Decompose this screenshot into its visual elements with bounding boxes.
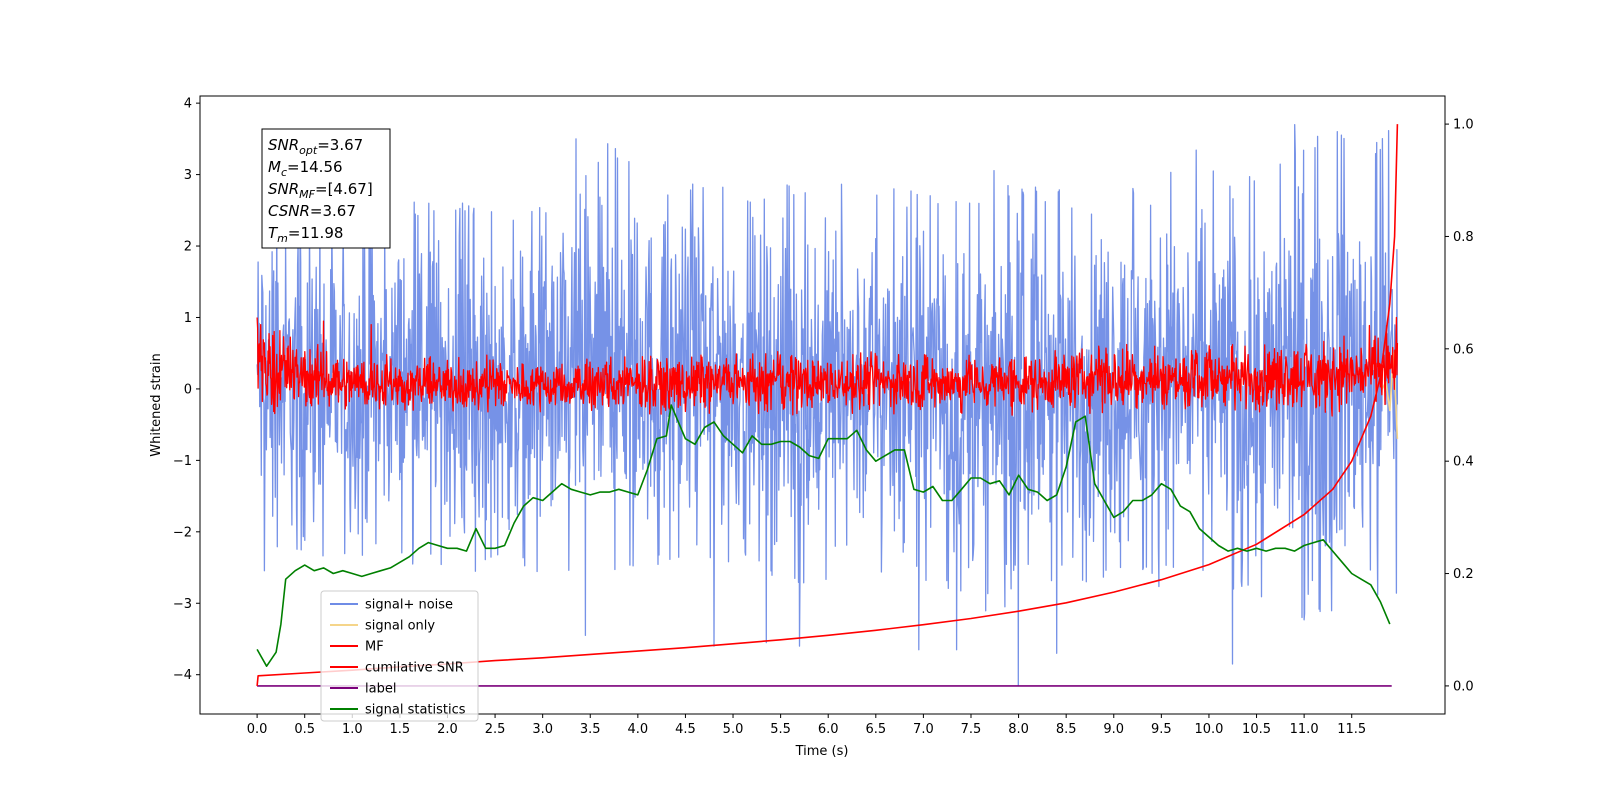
y-tick-label: 0 (184, 382, 192, 397)
axes-frame (199, 95, 1446, 715)
legend-label: signal only (365, 619, 435, 634)
stats-line: CSNR=3.67 (268, 202, 356, 220)
legend: signal+ noise signal only MF cumilative SNR… (320, 590, 479, 722)
stats-line: Tm=11.98 (268, 224, 343, 245)
x-tick-label: 2.5 (485, 722, 506, 737)
legend-label: MF (365, 640, 384, 655)
x-tick-label: 5.0 (723, 722, 744, 737)
x-tick-label: 3.0 (532, 722, 553, 737)
legend-label: label (365, 682, 396, 697)
x-tick-label: 6.5 (865, 722, 886, 737)
x-tick-label: 9.0 (1103, 722, 1124, 737)
y-tick-label: 2 (184, 240, 192, 255)
legend-label: cumilative SNR (365, 661, 464, 676)
y-tick-label: −4 (173, 668, 192, 683)
x-tick-label: 1.0 (342, 722, 363, 737)
x-tick-label: 7.5 (961, 722, 982, 737)
y2-tick-label: 0.8 (1453, 230, 1474, 245)
legend-label: signal statistics (365, 703, 466, 718)
x-tick-label: 6.0 (818, 722, 839, 737)
x-tick-label: 2.0 (437, 722, 458, 737)
x-tick-label: 11.5 (1337, 722, 1366, 737)
x-tick-label: 9.5 (1151, 722, 1172, 737)
series-line-signal-noise (256, 123, 1399, 687)
y-tick-label: 3 (184, 168, 192, 183)
y2-tick-label: 0.6 (1453, 342, 1474, 357)
y-tick-label: −3 (173, 597, 192, 612)
y-axis-label: Whitened strain (149, 353, 164, 456)
y-tick-label: −2 (173, 525, 192, 540)
y-tick-label: −1 (173, 454, 192, 469)
x-tick-label: 8.5 (1056, 722, 1077, 737)
x-tick-label: 3.5 (580, 722, 601, 737)
series-line-signal-statistics (256, 404, 1391, 667)
y-tick-label: 4 (184, 97, 192, 112)
x-tick-label: 0.0 (247, 722, 268, 737)
y2-tick-label: 0.4 (1453, 455, 1474, 470)
stats-line: SNRopt=3.67 (268, 136, 363, 157)
x-tick-label: 1.5 (390, 722, 411, 737)
stats-line: SNRMF=[4.67] (268, 180, 373, 201)
x-tick-label: 5.5 (770, 722, 791, 737)
x-tick-label: 10.0 (1194, 722, 1223, 737)
x-tick-label: 8.0 (1008, 722, 1029, 737)
y2-tick-label: 1.0 (1453, 118, 1474, 133)
x-tick-label: 4.5 (675, 722, 696, 737)
x-tick-label: 0.5 (294, 722, 315, 737)
x-tick-label: 10.5 (1242, 722, 1271, 737)
stats-annotation-box: SNRopt=3.67Mc=14.56SNRMF=[4.67]CSNR=3.67… (261, 128, 391, 249)
x-tick-label: 4.0 (628, 722, 649, 737)
x-tick-label: 7.0 (913, 722, 934, 737)
x-tick-label: 11.0 (1290, 722, 1319, 737)
stats-line: Mc=14.56 (268, 158, 343, 179)
y2-tick-label: 0.0 (1453, 679, 1474, 694)
x-axis-label: Time (s) (795, 744, 849, 759)
y2-tick-label: 0.2 (1453, 567, 1474, 582)
y-tick-label: 1 (184, 311, 192, 326)
series-line-mf (256, 316, 1399, 417)
legend-label: signal+ noise (365, 598, 453, 613)
